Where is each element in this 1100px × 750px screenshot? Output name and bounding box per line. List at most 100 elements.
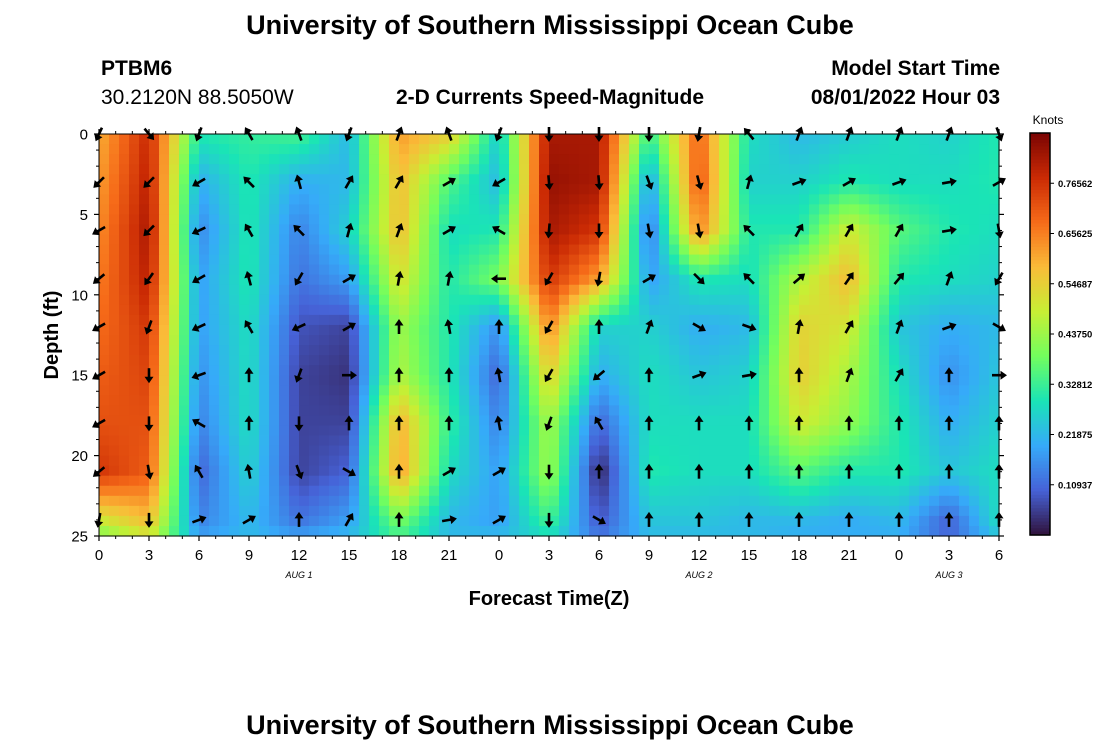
heatmap-cell xyxy=(879,274,890,286)
heatmap-cell xyxy=(469,244,480,256)
heatmap-cell xyxy=(589,174,600,185)
heatmap-cell xyxy=(359,425,370,437)
heatmap-cell xyxy=(919,395,930,406)
heatmap-cell xyxy=(769,244,780,256)
heatmap-cell xyxy=(359,144,370,155)
heatmap-cell xyxy=(569,144,580,155)
heatmap-cell xyxy=(449,525,460,537)
heatmap-cell xyxy=(589,435,600,447)
heatmap-cell xyxy=(159,445,170,457)
heatmap-cell xyxy=(649,415,660,427)
heatmap-cell xyxy=(369,244,380,256)
heatmap-cell xyxy=(839,174,850,185)
heatmap-cell xyxy=(639,144,650,155)
heatmap-cell xyxy=(619,425,630,437)
heatmap-cell xyxy=(169,515,180,527)
heatmap-cell xyxy=(869,254,880,266)
heatmap-cell xyxy=(459,345,470,356)
heatmap-cell xyxy=(509,204,520,215)
colorbar-segment xyxy=(1030,290,1050,295)
heatmap-cell xyxy=(99,214,110,226)
heatmap-cell xyxy=(929,284,940,296)
heatmap-cell xyxy=(519,525,530,537)
heatmap-cell xyxy=(389,154,400,165)
heatmap-cell xyxy=(619,435,630,447)
heatmap-cell xyxy=(699,294,710,306)
heatmap-cell xyxy=(549,375,560,386)
heatmap-cell xyxy=(369,254,380,266)
current-arrow xyxy=(344,175,354,189)
heatmap-cell xyxy=(339,224,350,236)
heatmap-cell xyxy=(359,274,370,286)
heatmap-cell xyxy=(669,465,680,477)
heatmap-cell xyxy=(299,234,310,246)
colorbar-segment xyxy=(1030,277,1050,281)
x-tick-label: 18 xyxy=(791,547,808,564)
heatmap-cell xyxy=(699,224,710,236)
heatmap-cell xyxy=(279,154,290,165)
heatmap-cell xyxy=(259,455,270,467)
colorbar-segment xyxy=(1030,464,1050,469)
heatmap-cell xyxy=(379,134,390,145)
heatmap-cell xyxy=(489,495,500,507)
heatmap-cell xyxy=(169,214,180,226)
heatmap-cell xyxy=(879,224,890,236)
heatmap-cell xyxy=(929,314,940,326)
heatmap-cell xyxy=(469,204,480,215)
heatmap-cell xyxy=(579,505,590,517)
heatmap-cell xyxy=(699,345,710,356)
heatmap-cell xyxy=(409,134,420,145)
heatmap-cell xyxy=(959,204,970,215)
heatmap-cell xyxy=(769,385,780,396)
heatmap-cell xyxy=(319,304,330,316)
heatmap-cell xyxy=(239,224,250,236)
heatmap-cell xyxy=(219,515,230,527)
heatmap-cell xyxy=(749,284,760,296)
heatmap-cell xyxy=(879,395,890,406)
heatmap-cell xyxy=(629,244,640,256)
heatmap-cell xyxy=(199,445,210,457)
colorbar-tick-label: 0.21875 xyxy=(1058,430,1093,441)
heatmap-cell xyxy=(219,134,230,145)
current-arrow xyxy=(794,367,804,383)
heatmap-cell xyxy=(709,194,720,205)
heatmap-cell xyxy=(839,234,850,246)
heatmap-cell xyxy=(369,525,380,537)
heatmap-cell xyxy=(239,274,250,286)
heatmap-cell xyxy=(859,335,870,346)
heatmap-cell xyxy=(539,254,550,266)
heatmap-cell xyxy=(509,164,520,175)
heatmap-cell xyxy=(199,274,210,286)
heatmap-cell xyxy=(349,234,360,246)
heatmap-cell xyxy=(779,425,790,437)
colorbar-segment xyxy=(1030,488,1050,493)
heatmap-cell xyxy=(99,204,110,215)
current-arrow xyxy=(544,223,554,239)
heatmap-cell xyxy=(229,455,240,467)
heatmap-cell xyxy=(539,274,550,286)
heatmap-cell xyxy=(359,264,370,276)
heatmap-cell xyxy=(199,485,210,497)
heatmap-cell xyxy=(169,385,180,396)
heatmap-cell xyxy=(959,345,970,356)
heatmap-cell xyxy=(359,244,370,256)
heatmap-cell xyxy=(109,314,120,326)
heatmap-cell xyxy=(769,355,780,366)
heatmap-cell xyxy=(839,134,850,145)
heatmap-cell xyxy=(229,405,240,416)
heatmap-cell xyxy=(809,415,820,427)
heatmap-cell xyxy=(779,294,790,306)
heatmap-cell xyxy=(599,415,610,427)
heatmap-cell xyxy=(789,405,800,416)
heatmap-cell xyxy=(829,164,840,175)
heatmap-cell xyxy=(639,505,650,517)
heatmap-cell xyxy=(959,294,970,306)
heatmap-cell xyxy=(679,224,690,236)
heatmap-cell xyxy=(469,294,480,306)
heatmap-cell xyxy=(399,284,410,296)
heatmap-cell xyxy=(669,395,680,406)
heatmap-cell xyxy=(739,465,750,477)
heatmap-cell xyxy=(379,335,390,346)
heatmap-cell xyxy=(449,435,460,447)
heatmap-cell xyxy=(809,234,820,246)
